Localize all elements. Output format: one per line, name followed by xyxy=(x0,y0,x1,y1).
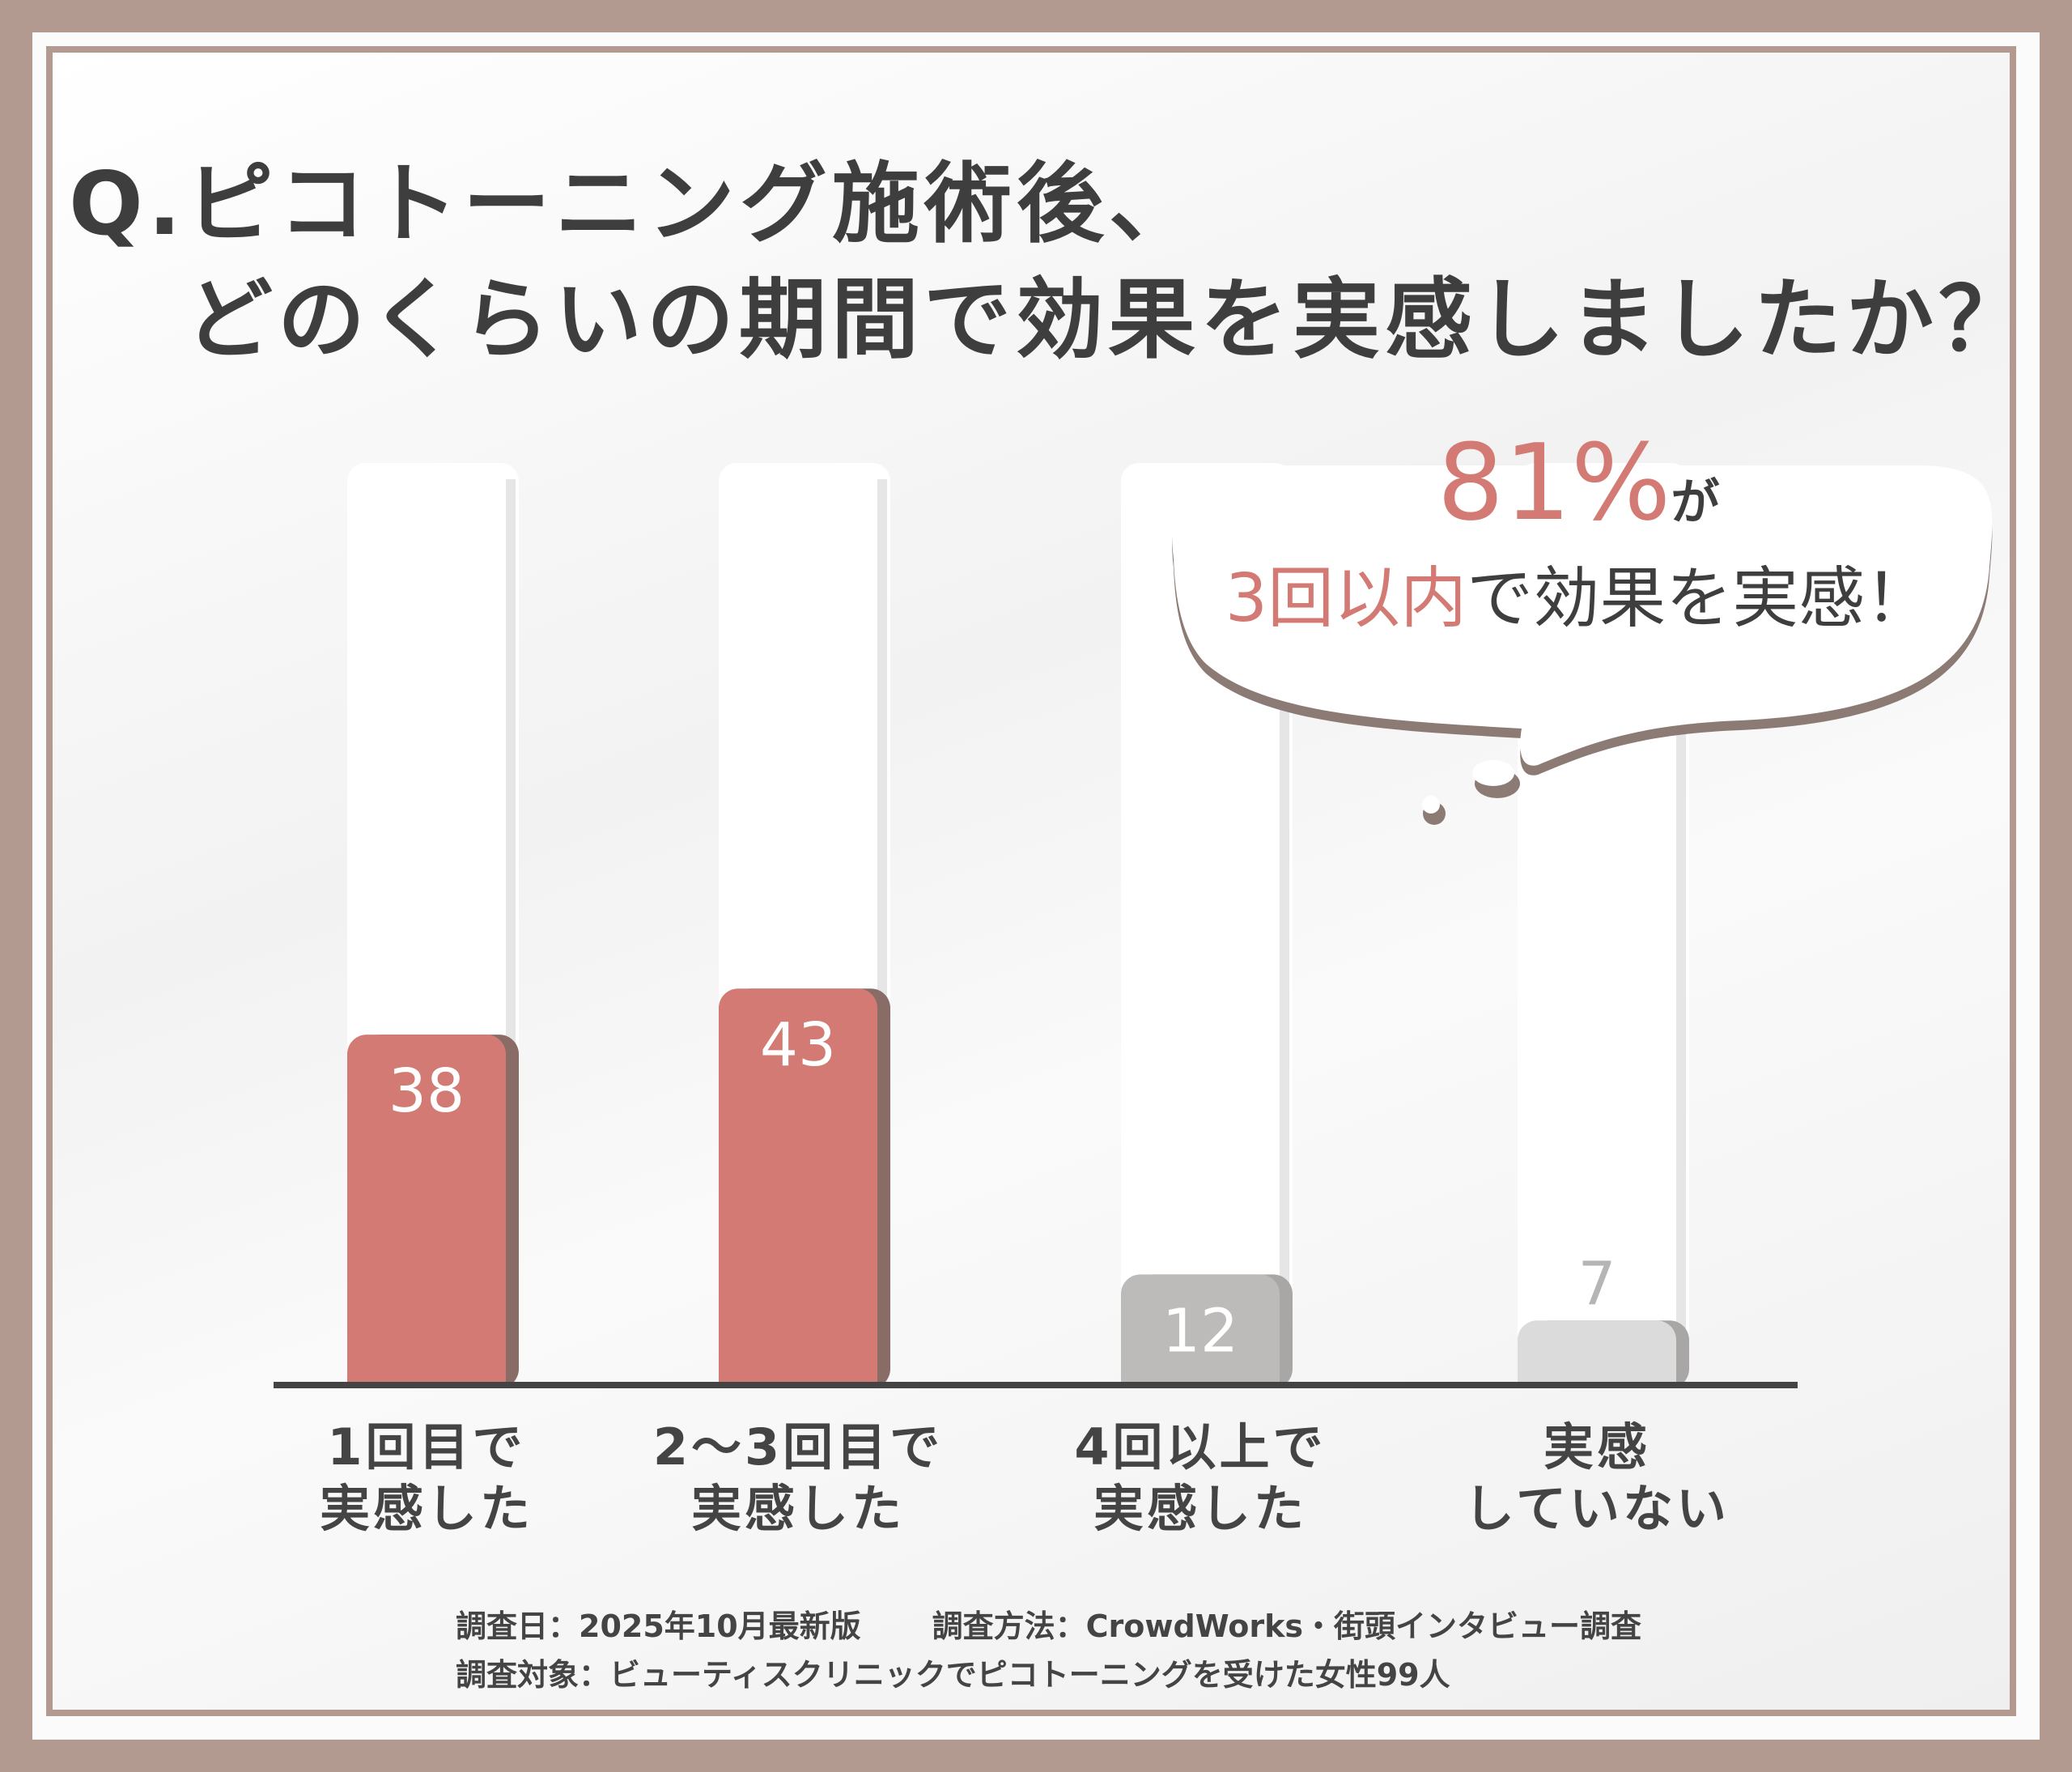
speech-bubble xyxy=(1172,465,1993,825)
category-label-line: 実感 xyxy=(1543,1417,1650,1477)
bar-body xyxy=(1518,1345,1676,1388)
category-label: 2〜3回目で 実感した xyxy=(636,1417,960,1540)
survey-target: 調査対象：ビューティスクリニックでピコトーニングを受けた女性99人 xyxy=(456,1657,1450,1693)
footer-line-1: 調査日：2025年10月最新版 調査方法：CrowdWorks・街頭インタビュー調… xyxy=(456,1601,1641,1646)
callout-highlight: 3回以内 xyxy=(1225,560,1467,637)
category-label: 実感 していない xyxy=(1435,1417,1759,1540)
title-line-1: Q.ピコトーニング施術後、 xyxy=(69,154,1201,255)
callout-rest: で効果を実感！ xyxy=(1467,560,1932,637)
value-label: 12 xyxy=(1162,1296,1238,1366)
bar-body xyxy=(1121,1298,1280,1388)
callout-percent: 81% xyxy=(1437,421,1671,544)
value-label: 43 xyxy=(760,1010,836,1080)
callout-percent-suffix: が xyxy=(1671,474,1720,531)
callout-line-1: 81%が xyxy=(1149,421,2007,544)
bar-body xyxy=(347,1059,506,1388)
title-line-2: どのくらいの期間で効果を実感しましたか？ xyxy=(185,270,2032,371)
callout-line-2: 3回以内で効果を実感！ xyxy=(1149,544,2007,640)
survey-method: 調査方法：CrowdWorks・街頭インタビュー調査 xyxy=(932,1608,1641,1644)
survey-date: 調査日：2025年10月最新版 xyxy=(456,1608,861,1644)
category-label-line: 実感した xyxy=(690,1479,905,1538)
category-label-line: 実感した xyxy=(1093,1479,1307,1538)
value-label: 38 xyxy=(388,1056,465,1126)
bar-body xyxy=(719,1013,877,1388)
category-label: 1回目で 実感した xyxy=(265,1417,588,1540)
category-label-line: 2〜3回目で xyxy=(652,1417,944,1477)
category-label-line: 4回以上で xyxy=(1074,1417,1327,1477)
category-label-line: 実感した xyxy=(319,1479,533,1538)
category-label-line: していない xyxy=(1463,1479,1730,1538)
category-label-line: 1回目で xyxy=(327,1417,526,1477)
value-label: 7 xyxy=(1577,1249,1616,1319)
category-label: 4回以上で 実感した xyxy=(1038,1417,1362,1540)
